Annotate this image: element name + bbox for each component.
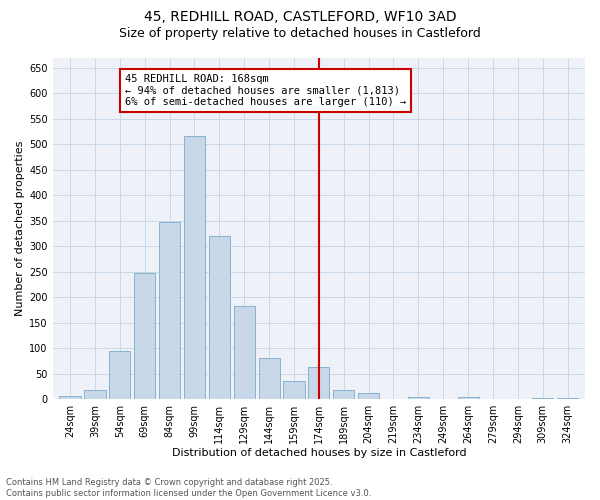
Bar [458, 396, 479, 399]
X-axis label: Distribution of detached houses by size in Castleford: Distribution of detached houses by size … [172, 448, 466, 458]
Text: Contains HM Land Registry data © Crown copyright and database right 2025.
Contai: Contains HM Land Registry data © Crown c… [6, 478, 371, 498]
Bar [134, 272, 155, 399]
Text: 45 REDHILL ROAD: 168sqm
← 94% of detached houses are smaller (1,813)
6% of semi-: 45 REDHILL ROAD: 168sqm ← 94% of detache… [125, 74, 406, 107]
Bar [557, 398, 578, 399]
Text: 45, REDHILL ROAD, CASTLEFORD, WF10 3AD: 45, REDHILL ROAD, CASTLEFORD, WF10 3AD [143, 10, 457, 24]
Bar [109, 350, 130, 399]
Bar [59, 396, 80, 399]
Bar [159, 222, 180, 399]
Bar [358, 394, 379, 399]
Bar [308, 367, 329, 399]
Bar [259, 358, 280, 399]
Bar [532, 398, 553, 399]
Text: Size of property relative to detached houses in Castleford: Size of property relative to detached ho… [119, 28, 481, 40]
Bar [209, 236, 230, 399]
Bar [408, 396, 429, 399]
Bar [233, 306, 255, 399]
Bar [283, 382, 305, 399]
Bar [184, 136, 205, 399]
Y-axis label: Number of detached properties: Number of detached properties [15, 140, 25, 316]
Bar [333, 390, 354, 399]
Bar [85, 390, 106, 399]
